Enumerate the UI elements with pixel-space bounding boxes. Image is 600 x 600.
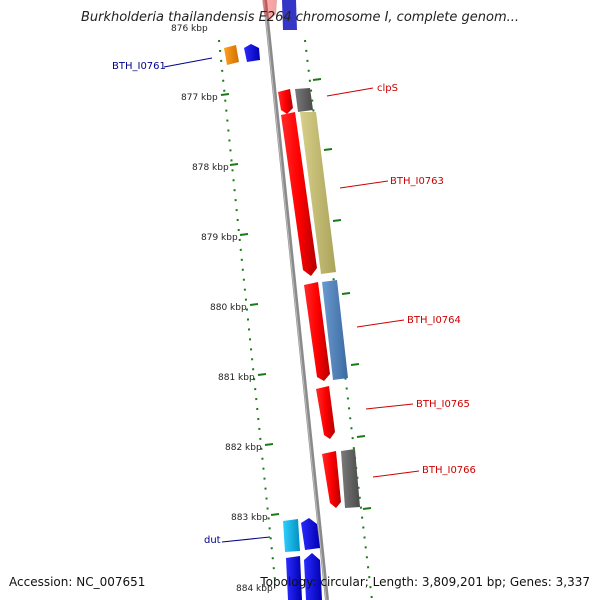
gene-bottom-partial[interactable]	[286, 553, 322, 600]
tick-label-881: 881 kbp	[218, 373, 255, 383]
tick-label-882: 882 kbp	[225, 443, 262, 453]
label-clps[interactable]: clpS	[377, 83, 398, 94]
tick-label-883: 883 kbp	[231, 513, 268, 523]
label-bth-i0761[interactable]: BTH_I0761	[112, 61, 166, 72]
tick-label-877: 877 kbp	[181, 93, 218, 103]
gene-bth-i0765[interactable]	[316, 386, 335, 439]
outer-tick-track	[218, 39, 276, 581]
tick-label-876: 876 kbp	[171, 24, 208, 34]
gene-bth-i0764[interactable]	[304, 280, 348, 381]
label-bth-i0764[interactable]: BTH_I0764	[407, 315, 461, 326]
map-title: Burkholderia thailandensis E264 chromoso…	[80, 10, 520, 25]
label-bth-i0766[interactable]: BTH_I0766	[422, 465, 476, 476]
genome-stats-text: Topology: circular; Length: 3,809,201 bp…	[260, 575, 590, 589]
tick-label-880: 880 kbp	[210, 303, 247, 313]
accession-text: Accession: NC_007651	[9, 575, 146, 589]
label-bth-i0763[interactable]: BTH_I0763	[390, 176, 444, 187]
label-dut[interactable]: dut	[204, 535, 221, 546]
tick-label-884: 884 kbp	[236, 584, 273, 594]
label-bth-i0765[interactable]: BTH_I0765	[416, 399, 470, 410]
tick-label-879: 879 kbp	[201, 233, 238, 243]
scale-tick-marks	[220, 78, 372, 516]
chromosome-backbone	[263, 0, 329, 600]
feature-labels: BTH_I0761 clpS BTH_I0763 BTH_I0764 BTH_I…	[112, 61, 476, 546]
gene-bth-i0766[interactable]	[322, 449, 360, 508]
scale-labels: 876 kbp 877 kbp 878 kbp 879 kbp 880 kbp …	[171, 24, 273, 594]
gene-bth-i0763[interactable]	[281, 112, 336, 276]
gene-dut[interactable]	[283, 518, 320, 552]
gene-top-partial[interactable]	[262, 0, 297, 30]
tick-label-878: 878 kbp	[192, 163, 229, 173]
gene-clps[interactable]	[278, 88, 313, 114]
feature-leader-lines	[163, 57, 420, 543]
gene-bth-i0761[interactable]	[224, 44, 260, 65]
